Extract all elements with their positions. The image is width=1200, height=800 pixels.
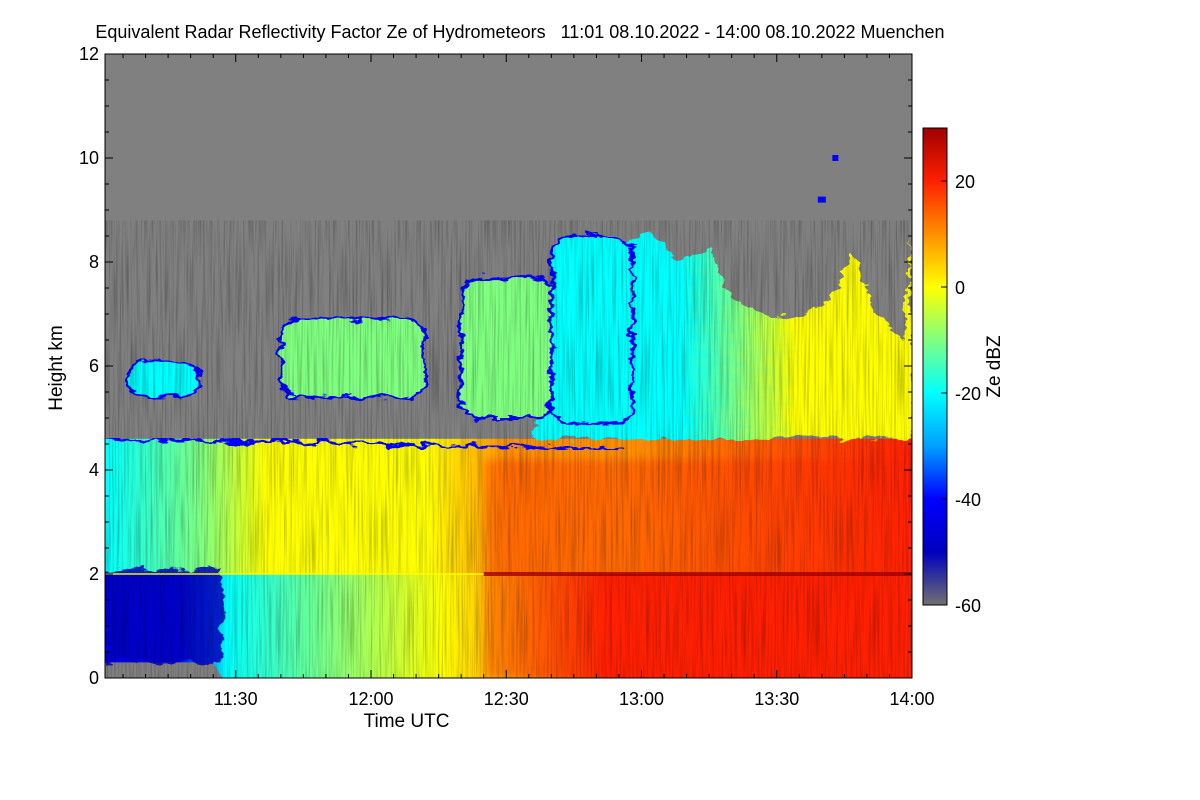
x-axis-label: Time UTC bbox=[364, 711, 450, 732]
y-axis-label: Height km bbox=[46, 325, 67, 411]
colorbar-label: Ze dBZ bbox=[984, 335, 1005, 398]
y-tick-label: 4 bbox=[89, 460, 99, 480]
y-tick-label: 12 bbox=[79, 44, 99, 64]
y-tick-label: 2 bbox=[89, 564, 99, 584]
y-tick-label: 8 bbox=[89, 252, 99, 272]
x-tick-label: 11:30 bbox=[214, 689, 258, 709]
colorbar-tick-label: -60 bbox=[955, 596, 981, 616]
x-tick-label: 13:30 bbox=[754, 689, 799, 709]
y-tick-label: 6 bbox=[89, 356, 99, 376]
x-tick-label: 13:00 bbox=[619, 689, 664, 709]
high-echo-1 bbox=[832, 155, 839, 161]
y-tick-label: 10 bbox=[79, 148, 99, 168]
fall-streaks bbox=[105, 220, 912, 678]
chart-title: Equivalent Radar Reflectivity Factor Ze … bbox=[95, 22, 945, 42]
colorbar-tick-label: 0 bbox=[955, 278, 965, 298]
y-tick-label: 0 bbox=[89, 668, 99, 688]
colorbar bbox=[922, 127, 948, 606]
x-tick-label: 14:00 bbox=[889, 689, 934, 709]
x-tick-label: 12:30 bbox=[484, 689, 529, 709]
colorbar-tick-label: 20 bbox=[955, 172, 975, 192]
colorbar-tick-label: -40 bbox=[955, 490, 981, 510]
high-echo-2 bbox=[817, 196, 826, 203]
colorbar-tick-label: -20 bbox=[955, 384, 981, 404]
cloud-top-edge bbox=[105, 437, 624, 451]
x-tick-label: 12:00 bbox=[348, 689, 393, 709]
